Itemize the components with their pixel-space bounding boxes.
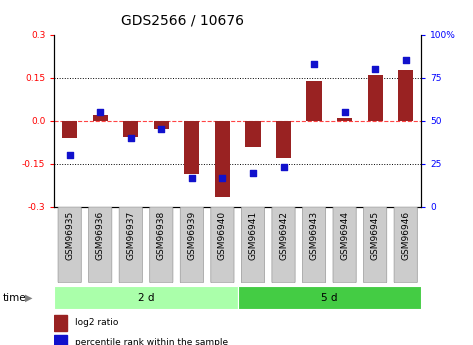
Text: GDS2566 / 10676: GDS2566 / 10676 (121, 14, 244, 28)
Bar (54, 315, 67, 331)
Point (280, 165, 287, 170)
Bar (307, 80, 322, 121)
Point (249, 170, 257, 175)
Bar (245, 121, 261, 147)
Text: percentile rank within the sample: percentile rank within the sample (75, 338, 228, 345)
Bar (123, 121, 139, 137)
Text: GSM96935: GSM96935 (65, 211, 74, 260)
Point (219, 175, 226, 180)
Text: 5 d: 5 d (321, 293, 338, 303)
FancyBboxPatch shape (364, 207, 387, 283)
Bar (62, 121, 77, 138)
Point (371, 66, 379, 72)
Bar (184, 121, 200, 174)
Point (66, 152, 73, 158)
Point (402, 58, 410, 63)
Point (188, 175, 196, 180)
Text: GSM96945: GSM96945 (371, 211, 380, 260)
Bar (154, 121, 169, 129)
Point (341, 109, 349, 115)
Bar (215, 121, 230, 197)
Bar (337, 118, 352, 121)
Point (310, 61, 318, 67)
FancyBboxPatch shape (241, 207, 264, 283)
Text: log2 ratio: log2 ratio (75, 318, 118, 327)
Bar (368, 75, 383, 121)
Text: ▶: ▶ (25, 293, 32, 303)
Point (96, 109, 104, 115)
FancyBboxPatch shape (180, 207, 203, 283)
Point (127, 135, 134, 141)
Text: GSM96946: GSM96946 (401, 211, 410, 260)
Bar (54, 335, 67, 345)
Point (158, 127, 165, 132)
Text: GSM96942: GSM96942 (279, 211, 288, 260)
FancyBboxPatch shape (58, 207, 81, 283)
FancyBboxPatch shape (119, 207, 142, 283)
FancyBboxPatch shape (302, 207, 325, 283)
Text: GSM96938: GSM96938 (157, 211, 166, 260)
FancyBboxPatch shape (272, 207, 295, 283)
Bar (398, 70, 413, 121)
Text: GSM96940: GSM96940 (218, 211, 227, 260)
FancyBboxPatch shape (333, 207, 356, 283)
FancyBboxPatch shape (211, 207, 234, 283)
FancyBboxPatch shape (88, 207, 112, 283)
Text: GSM96943: GSM96943 (309, 211, 318, 260)
Bar (93, 115, 108, 121)
Text: GSM96937: GSM96937 (126, 211, 135, 260)
Text: time: time (2, 293, 26, 303)
Bar (276, 121, 291, 158)
Text: 2 d: 2 d (138, 293, 154, 303)
Text: GSM96939: GSM96939 (187, 211, 196, 260)
FancyBboxPatch shape (149, 207, 173, 283)
Text: GSM96941: GSM96941 (248, 211, 257, 260)
Bar (54, 286, 237, 309)
Text: GSM96936: GSM96936 (96, 211, 105, 260)
Bar (237, 286, 421, 309)
Text: GSM96944: GSM96944 (340, 211, 349, 260)
FancyBboxPatch shape (394, 207, 417, 283)
